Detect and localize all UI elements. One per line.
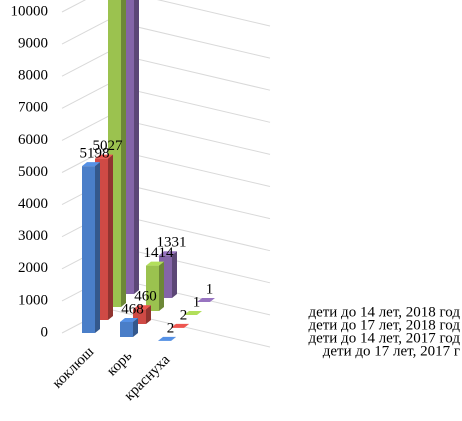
bars [82, 0, 215, 341]
y-tick-label: 3000 [18, 228, 48, 244]
bar-side [210, 297, 215, 302]
bar-side [184, 323, 189, 328]
grid-line [61, 19, 109, 45]
data-label: 2 [167, 320, 175, 336]
bar-side [134, 0, 139, 294]
bar [82, 162, 100, 333]
labels: 0 1000 2000 3000 4000 5000 6000 7000 8000 9000 100… [11, 3, 461, 404]
x-tick-label: корь [104, 348, 135, 379]
bar-side [108, 154, 113, 320]
bar-top [184, 310, 202, 315]
grid-line [61, 51, 109, 77]
bar [197, 297, 215, 302]
data-label: 460 [134, 289, 157, 305]
bar [171, 323, 189, 328]
y-tick-label: 4000 [18, 196, 48, 212]
bar-side [121, 0, 126, 307]
bar-top [159, 251, 177, 256]
y-tick-label: 0 [41, 324, 49, 340]
bar-top [120, 317, 138, 322]
bar-top [146, 261, 164, 266]
bar-top [197, 297, 215, 302]
bar-front [120, 321, 133, 337]
y-tick-label: 7000 [18, 100, 48, 116]
y-tick-label: 10000 [11, 3, 49, 19]
bar [184, 310, 202, 315]
data-label: 5198 [80, 146, 110, 162]
bar-top [158, 336, 176, 341]
series-label: дети до 17 лет, 2018 год [308, 317, 460, 333]
series-label: дети до 14 лет, 2017 год [308, 330, 460, 346]
bar-top [82, 162, 100, 167]
y-tick-label: 2000 [18, 260, 48, 276]
bar-front [146, 265, 159, 311]
data-label: 1 [206, 281, 214, 297]
data-label: 468 [121, 301, 144, 317]
data-label: 1414 [144, 245, 175, 261]
grid-line [61, 0, 87, 13]
bar-top [95, 154, 113, 159]
x-tick-label: коклюш [49, 344, 97, 392]
y-tick-label: 8000 [18, 68, 48, 84]
bar-top [171, 323, 189, 328]
y-tick-label: 9000 [18, 36, 48, 52]
bar-side [172, 251, 177, 298]
bar-side [95, 162, 100, 333]
y-tick-label: 1000 [18, 292, 48, 308]
bar [158, 336, 176, 341]
bar-side [159, 261, 164, 311]
grid-line [61, 83, 109, 109]
y-tick-label: 6000 [18, 132, 48, 148]
bar [146, 261, 164, 311]
y-tick-label: 5000 [18, 164, 48, 180]
data-label: 1 [193, 294, 201, 310]
bar [120, 317, 138, 337]
bar-side [171, 336, 176, 341]
data-label: 2 [180, 307, 188, 323]
data-label: 1331 [157, 235, 187, 251]
grid-line [61, 148, 109, 173]
bar-front [82, 166, 95, 333]
bar-side [146, 305, 151, 324]
grid-line [61, 115, 109, 141]
series-label: дети до 17 лет, 2017 г [323, 343, 460, 359]
bar-side [197, 310, 202, 315]
bar-top [133, 305, 151, 310]
bar-side [133, 317, 138, 337]
data-label: 5027 [93, 138, 124, 154]
grid-line [156, 0, 271, 27]
series-label: дети до 14 лет, 2018 год [308, 304, 460, 320]
